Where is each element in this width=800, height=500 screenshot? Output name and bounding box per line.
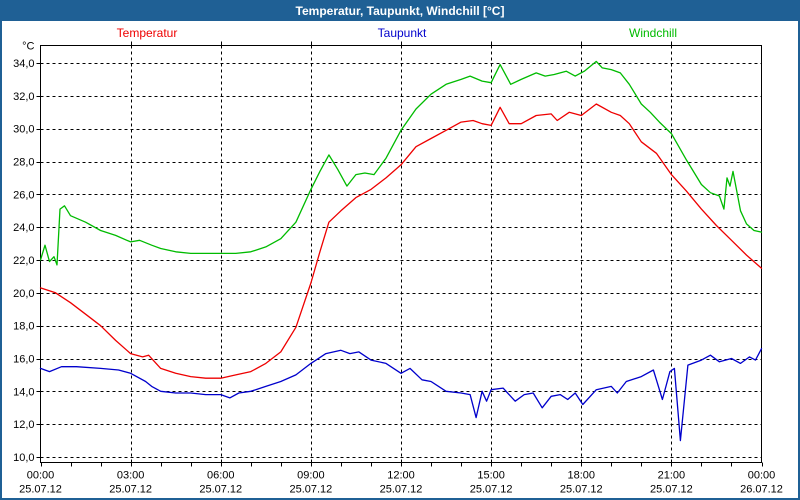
axis-labels: °C 34,0 32,0 30,0 28,0 26,0 24,0 22,0 20,0 18,0 16…	[13, 41, 783, 496]
x-tick-time-label: 21:00	[658, 470, 686, 482]
x-tick-date-label: 25.07.12	[560, 484, 603, 496]
y-tick-label: 14,0	[13, 386, 34, 398]
x-tick-time-label: 15:00	[477, 470, 505, 482]
y-axis-unit-label: °C	[22, 41, 34, 53]
axis-ticks	[36, 41, 763, 467]
x-tick-date-label: 25.07.12	[380, 484, 423, 496]
y-tick-label: 32,0	[13, 91, 34, 103]
y-tick-label: 10,0	[13, 452, 34, 464]
x-tick-date-label: 25.07.12	[109, 484, 152, 496]
series-windchill	[39, 60, 763, 266]
x-tick-time-label: 00:00	[27, 470, 55, 482]
window-title: Temperatur, Taupunkt, Windchill [°C]	[295, 4, 505, 18]
x-tick-time-label: 12:00	[387, 470, 415, 482]
y-tick-label: 30,0	[13, 124, 34, 136]
x-tick-time-label: 03:00	[117, 470, 145, 482]
y-tick-label: 26,0	[13, 189, 34, 201]
legend-temperatur: Temperatur	[116, 26, 178, 40]
legend-windchill: Windchill	[628, 26, 678, 40]
window-titlebar: Temperatur, Taupunkt, Windchill [°C]	[2, 2, 798, 21]
x-tick-time-label: 06:00	[207, 470, 235, 482]
series-temperatur	[39, 103, 763, 379]
y-tick-label: 20,0	[13, 288, 34, 300]
x-tick-date-label: 25.07.12	[470, 484, 513, 496]
x-tick-time-label: 09:00	[297, 470, 325, 482]
x-tick-time-label: 00:00	[748, 470, 776, 482]
y-tick-label: 28,0	[13, 157, 34, 169]
y-tick-label: 22,0	[13, 255, 34, 267]
x-tick-time-label: 18:00	[567, 470, 595, 482]
x-tick-date-label: 25.07.12	[19, 484, 62, 496]
x-tick-date-label: 25.07.12	[289, 484, 332, 496]
series-taupunkt	[39, 348, 763, 442]
x-tick-date-label: 26.07.12	[740, 484, 783, 496]
y-tick-label: 34,0	[13, 58, 34, 70]
y-tick-label: 16,0	[13, 354, 34, 366]
y-tick-label: 12,0	[13, 419, 34, 431]
y-tick-label: 18,0	[13, 321, 34, 333]
x-tick-date-label: 25.07.12	[650, 484, 693, 496]
legend-taupunkt: Taupunkt	[377, 26, 427, 40]
y-tick-label: 24,0	[13, 222, 34, 234]
x-tick-date-label: 25.07.12	[199, 484, 242, 496]
grid-lines	[40, 45, 762, 463]
